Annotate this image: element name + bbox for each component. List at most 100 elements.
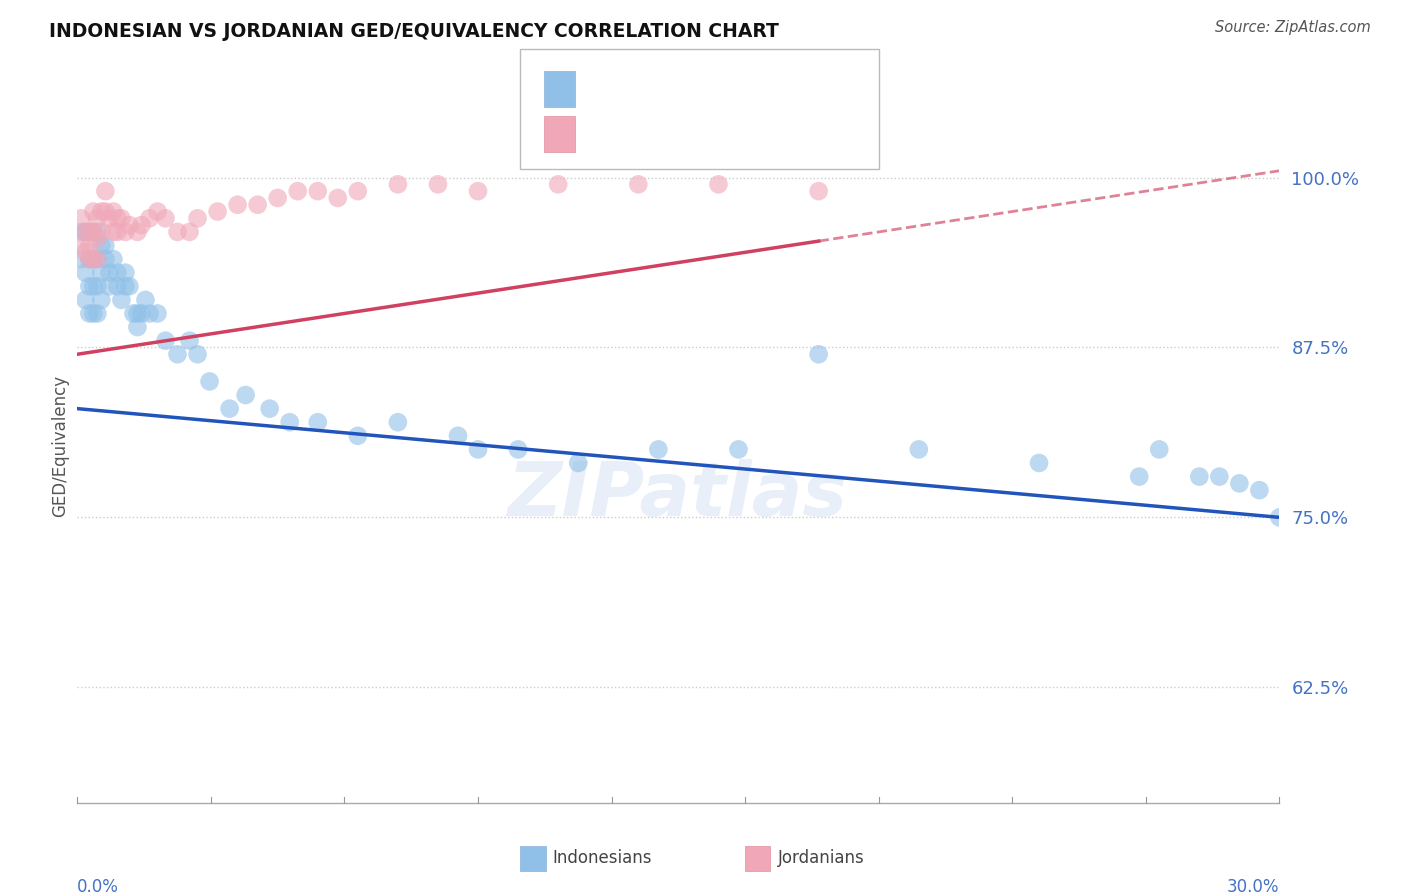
Point — [75, 293, 97, 307]
Point — [1149, 442, 1171, 457]
Point — [103, 225, 125, 239]
Point — [70, 211, 93, 226]
Point — [226, 198, 249, 212]
Point — [467, 442, 489, 457]
Point — [82, 225, 104, 239]
Point — [138, 211, 160, 226]
Point — [326, 191, 349, 205]
Point — [90, 266, 112, 280]
Point — [103, 252, 125, 266]
Point — [94, 252, 117, 266]
Point — [86, 252, 108, 266]
Point — [94, 204, 117, 219]
Point — [134, 293, 156, 307]
Point — [1229, 476, 1251, 491]
Point — [246, 198, 269, 212]
Point — [1028, 456, 1050, 470]
Point — [107, 266, 129, 280]
Point — [347, 429, 370, 443]
Text: Jordanians: Jordanians — [778, 849, 865, 867]
Point — [908, 442, 931, 457]
Point — [387, 415, 409, 429]
Point — [110, 211, 132, 226]
Point — [75, 245, 97, 260]
Point — [86, 232, 108, 246]
Point — [259, 401, 281, 416]
Point — [114, 279, 136, 293]
Point — [807, 347, 830, 361]
Text: Source: ZipAtlas.com: Source: ZipAtlas.com — [1215, 20, 1371, 35]
Text: R =: R = — [592, 80, 631, 98]
Point — [146, 204, 169, 219]
Point — [267, 191, 290, 205]
Point — [166, 225, 188, 239]
Point — [98, 279, 121, 293]
Point — [347, 184, 370, 198]
Point — [79, 225, 101, 239]
Point — [307, 415, 329, 429]
Point — [86, 306, 108, 320]
Point — [114, 266, 136, 280]
Point — [127, 306, 149, 320]
Point — [75, 225, 97, 239]
Point — [807, 184, 830, 198]
Point — [107, 279, 129, 293]
Point — [287, 184, 309, 198]
Point — [90, 238, 112, 252]
Point — [1268, 510, 1291, 524]
Point — [114, 225, 136, 239]
Point — [75, 225, 97, 239]
Point — [207, 204, 229, 219]
Point — [707, 178, 730, 192]
Point — [647, 442, 669, 457]
Text: N =: N = — [711, 80, 763, 98]
Point — [70, 252, 93, 266]
Point — [179, 334, 201, 348]
Point — [70, 238, 93, 252]
Point — [98, 266, 121, 280]
Text: -0.232: -0.232 — [634, 80, 692, 98]
Point — [387, 178, 409, 192]
Point — [166, 347, 188, 361]
Point — [179, 225, 201, 239]
Point — [70, 225, 93, 239]
Point — [98, 211, 121, 226]
Point — [94, 184, 117, 198]
Point — [86, 279, 108, 293]
Point — [107, 225, 129, 239]
Point — [82, 225, 104, 239]
Point — [218, 401, 240, 416]
Point — [235, 388, 257, 402]
Point — [146, 306, 169, 320]
Point — [627, 178, 650, 192]
Point — [86, 252, 108, 266]
Point — [94, 238, 117, 252]
Point — [1249, 483, 1271, 498]
Point — [110, 293, 132, 307]
Point — [187, 347, 209, 361]
Point — [79, 238, 101, 252]
Point — [82, 204, 104, 219]
Point — [79, 306, 101, 320]
Point — [138, 306, 160, 320]
Point — [727, 442, 749, 457]
Point — [118, 279, 141, 293]
Point — [155, 334, 177, 348]
Point — [1128, 469, 1150, 483]
Point — [79, 252, 101, 266]
Point — [79, 279, 101, 293]
Point — [82, 252, 104, 266]
Text: 0.0%: 0.0% — [77, 878, 120, 892]
Y-axis label: GED/Equivalency: GED/Equivalency — [51, 375, 69, 517]
Text: 66: 66 — [761, 80, 783, 98]
Point — [90, 225, 112, 239]
Point — [427, 178, 450, 192]
Point — [75, 266, 97, 280]
Point — [508, 442, 530, 457]
Text: ZIPatlas: ZIPatlas — [509, 459, 848, 533]
Text: R =: R = — [592, 125, 631, 143]
Point — [118, 218, 141, 232]
Text: Indonesians: Indonesians — [553, 849, 652, 867]
Point — [79, 225, 101, 239]
Text: 0.266: 0.266 — [634, 125, 692, 143]
